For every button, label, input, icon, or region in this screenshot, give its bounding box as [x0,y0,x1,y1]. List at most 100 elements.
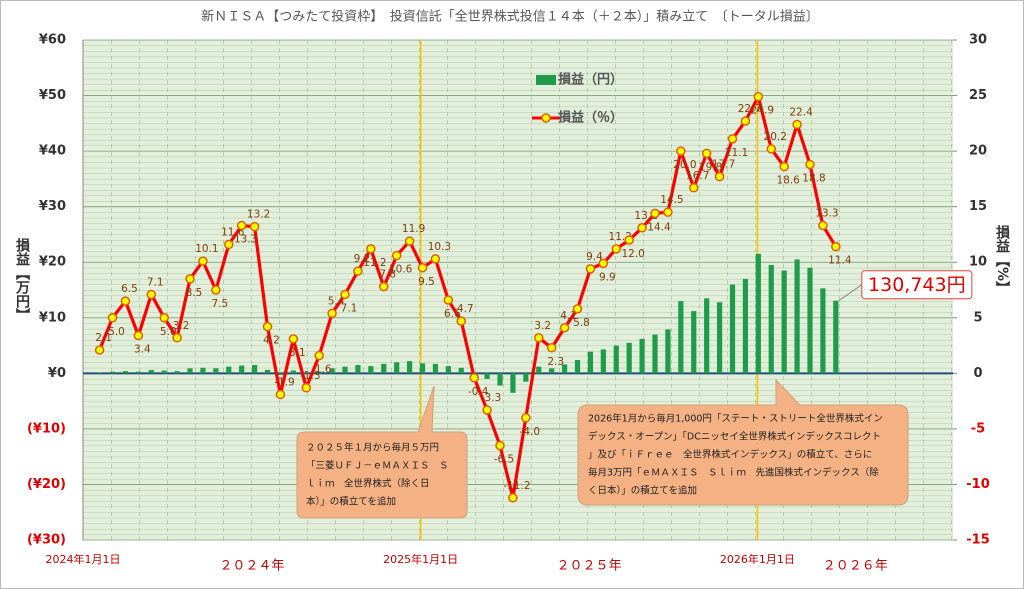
bar [587,351,594,374]
bar [432,363,439,374]
x-tick-label: 2025年1月1日 [383,552,458,566]
bar [213,368,219,374]
marker [818,220,828,231]
marker [572,304,583,314]
bar [652,334,658,374]
line-value-label: 3.2 [173,320,190,332]
marker [249,221,260,232]
line-value-label: 3.1 [289,347,306,359]
line-value-label: 9.5 [418,276,435,288]
callout-shape [577,378,909,506]
marker [650,208,660,219]
line-value-label: 5.0 [160,326,177,338]
marker [262,321,273,332]
marker [740,116,751,126]
line-value-label: 10.1 [195,243,218,255]
bar [613,345,619,374]
legend-label: 損益（％） [558,110,623,126]
marker [404,236,415,246]
line-value-label: 18.8 [802,172,825,184]
marker [559,323,570,333]
annotation-line: デックス・オープン」「DCニッセイ全世界株式インデックスコレクト [588,431,881,443]
annotation-box: 2026年1月から毎月1,000円「ステート・ストリート全世界株式イン デックス… [577,378,909,506]
annotation-line: 「三菱ＵＦＪ－ｅＭＡＸＩＳ Ｓ [306,460,449,472]
marker [172,333,182,343]
marker [534,333,544,343]
line-value-label: -3.3 [481,392,502,404]
marker [766,144,777,154]
line-value-label: 20.2 [764,131,787,143]
bar [239,365,245,374]
marker [456,316,467,326]
bar [419,363,426,374]
marker [443,295,454,305]
marker [611,244,622,254]
y2-tick-label: 20 [969,144,987,159]
marker [224,239,234,250]
bar [161,370,167,374]
legend-label: 損益（円） [558,72,623,88]
bar [226,366,232,374]
legend-swatch [536,75,556,85]
marker [663,207,673,217]
y-tick-label: ¥50 [39,88,66,103]
bar [833,300,839,374]
line-value-label: 7.1 [341,302,358,314]
bar [574,360,581,374]
bar [678,301,684,374]
y2-tick-label: 15 [969,199,987,214]
line-value-label: 16.7 [686,170,709,182]
marker [327,308,337,319]
y-axis-label: 損益【万円】 [14,237,31,322]
line-value-label: 11.6 [221,226,245,238]
bar [97,372,103,374]
line-value-label: 10.3 [428,241,451,253]
bar [316,371,322,374]
line-value-label: 7.5 [212,298,229,310]
annotation-line: 2026年1月から毎月1,000円「ステート・ストリート全世界株式イン [588,413,883,425]
line-value-label: 14.4 [647,221,671,233]
line-value-label: 14.5 [660,194,683,206]
y-tick-label: (¥10) [27,421,66,436]
marker [831,241,841,252]
callout-leader [838,284,863,302]
bar [807,267,813,374]
bar [781,270,787,374]
bar [820,288,826,374]
marker [366,244,376,254]
bar [665,329,671,374]
bar [303,373,309,375]
period-label: ２０２４年 [219,559,284,574]
bar [109,371,116,374]
bar [187,368,193,374]
marker [159,313,169,323]
line-value-label: -11.2 [503,480,530,492]
marker [301,383,312,393]
marker [236,220,247,231]
bar [200,367,206,374]
line-value-label: 13.3 [234,234,257,246]
y-tick-label: ¥10 [39,310,66,325]
annotation-line: ２０２５年１月から毎月５万円 [306,442,439,454]
bar [729,284,736,374]
x-tick-label: 2024年1月1日 [46,552,121,566]
y2-tick-label: -15 [966,533,990,548]
bar [742,278,749,374]
y2-tick-label: 30 [969,33,987,48]
bar [639,338,645,374]
marker [107,313,118,323]
bar [716,302,723,374]
y2-tick-label: 10 [969,255,987,270]
line-value-label: 5.4 [328,295,345,307]
line-value-label: -4.0 [520,426,541,438]
legend-marker [541,113,551,123]
bar [355,365,361,374]
bar [368,366,374,374]
marks: 2.15.06.53.47.15.03.28.510.17.511.613.31… [83,91,953,503]
line-value-label: 6.6 [444,308,461,320]
line-value-label: 11.2 [363,257,386,269]
marker [546,343,557,353]
bar [148,370,154,374]
callout-box [861,270,973,300]
